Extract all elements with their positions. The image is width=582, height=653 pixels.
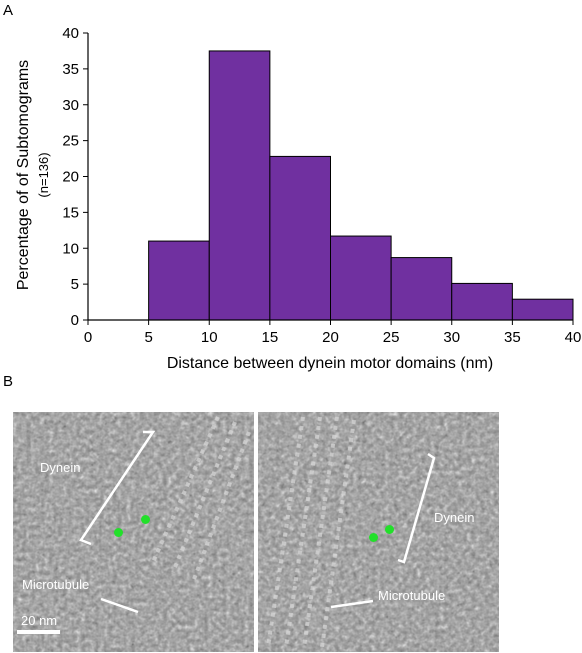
y-tick-label: 0 <box>71 312 79 329</box>
y-tick-label: 10 <box>62 240 79 257</box>
x-tick-label: 20 <box>322 329 339 346</box>
dynein-label-left: Dynein <box>40 460 81 475</box>
microtubule-pointer-left <box>100 597 139 614</box>
x-tick-label: 0 <box>84 329 92 346</box>
histogram-bar <box>269 155 331 321</box>
microtubule-pointer-right <box>330 599 374 609</box>
y-tick-label: 20 <box>62 169 79 186</box>
y-tick-label: 35 <box>62 61 79 78</box>
panel-label-b: B <box>3 373 14 390</box>
x-tick-label: 30 <box>443 329 460 346</box>
histogram-chart: 0 5 10 15 20 25 30 35 40 0 5 10 15 20 25 30 35 40 Distanc… <box>15 25 581 372</box>
x-tick-label: 25 <box>383 329 400 346</box>
tomogram-image-right: Dynein Microtubule <box>258 412 499 652</box>
tomogram-texture-right <box>258 412 499 652</box>
y-axis-label: Percentage of of Subtomograms <box>15 60 32 290</box>
motor-domain-marker <box>385 525 394 534</box>
x-tick-label: 15 <box>262 329 279 346</box>
motor-domain-marker <box>114 528 123 537</box>
y-axis-sublabel: (n=136) <box>36 152 51 197</box>
dynein-label-right: Dynein <box>434 510 475 525</box>
y-tick-label: 30 <box>62 97 79 114</box>
y-tick-label: 5 <box>71 276 79 293</box>
panel-label-a: A <box>3 2 14 19</box>
microtubule-label-left: Microtubule <box>22 577 90 592</box>
histogram-bar <box>208 50 271 321</box>
x-tick-label: 35 <box>504 329 521 346</box>
histogram-bar <box>451 282 513 321</box>
axes-group: 0 5 10 15 20 25 30 35 40 0 5 10 15 20 25 30 35 40 <box>62 25 581 346</box>
dynein-bracket-right <box>397 452 436 564</box>
scale-bar-label: 20 nm <box>21 613 58 628</box>
microtubule-label-right: Microtubule <box>378 588 446 603</box>
histogram-bar <box>511 298 574 321</box>
x-tick-label: 40 <box>565 329 582 346</box>
motor-domain-marker <box>369 533 378 542</box>
histogram-bar <box>148 240 210 321</box>
x-tick-label: 5 <box>144 329 152 346</box>
histogram-bar <box>390 257 453 321</box>
dynein-bracket-left <box>79 430 156 546</box>
tomogram-texture-left <box>13 412 254 652</box>
tomogram-image-left: Dynein Microtubule 20 nm <box>13 412 254 652</box>
histogram-bar <box>330 235 392 321</box>
x-tick-label: 10 <box>201 329 218 346</box>
motor-domain-marker <box>141 515 150 524</box>
y-tick-label: 40 <box>62 25 79 42</box>
y-tick-label: 15 <box>62 204 79 221</box>
y-tick-label: 25 <box>62 133 79 150</box>
x-axis-label: Distance between dynein motor domains (n… <box>167 355 493 372</box>
bars-group <box>148 50 574 321</box>
